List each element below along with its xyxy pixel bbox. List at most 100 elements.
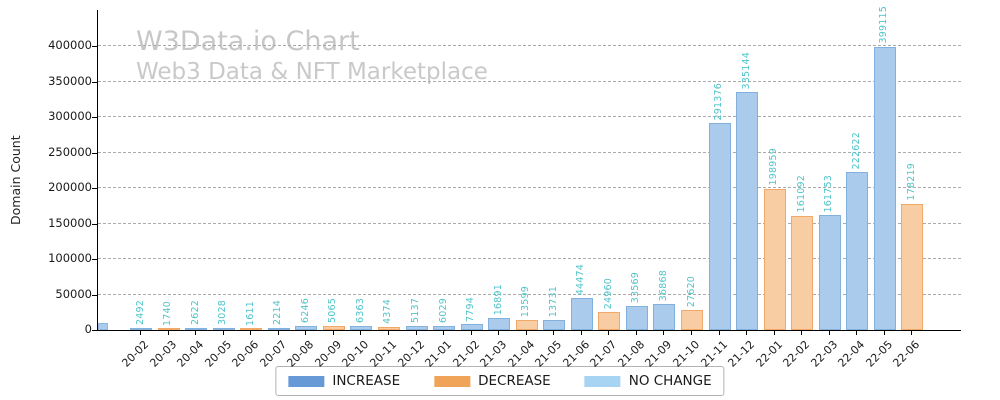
bar-value-label: 161092 bbox=[795, 175, 807, 213]
x-tick-mark bbox=[305, 330, 307, 335]
legend-item-no-change: NO CHANGE bbox=[584, 373, 712, 389]
y-tick-label: 0 bbox=[84, 322, 92, 336]
bar-value-label: 291376 bbox=[713, 82, 725, 121]
bar-value-label: 13599 bbox=[520, 286, 532, 318]
bar-22-06 bbox=[901, 203, 924, 330]
y-tick-label: 250000 bbox=[48, 144, 92, 159]
y-tick-label: 150000 bbox=[48, 215, 92, 230]
bar-value-label: 5065 bbox=[327, 298, 339, 324]
bar-value-label: 44474 bbox=[575, 264, 587, 296]
y-tick-mark bbox=[92, 152, 97, 154]
bar-22-02 bbox=[791, 215, 814, 330]
bar-value-label: 13731 bbox=[547, 286, 559, 318]
x-tick-mark bbox=[801, 330, 803, 335]
bar-21-11 bbox=[708, 123, 731, 330]
bar-21-07 bbox=[598, 312, 621, 330]
x-tick-mark bbox=[140, 330, 141, 335]
x-tick-mark bbox=[387, 330, 389, 335]
bar-value-label: 4374 bbox=[382, 298, 394, 324]
legend-label-increase: INCREASE bbox=[332, 373, 401, 389]
bar-20-05 bbox=[212, 327, 235, 330]
gridline bbox=[98, 45, 961, 47]
bar-21-06 bbox=[570, 298, 593, 330]
bar-21-12 bbox=[736, 92, 759, 330]
bar-value-label: 3028 bbox=[217, 299, 229, 325]
bar-value-label: 27620 bbox=[685, 276, 697, 308]
y-tick-mark bbox=[92, 81, 97, 83]
no-change-swatch-icon bbox=[584, 375, 621, 387]
legend-item-decrease: DECREASE bbox=[434, 373, 551, 389]
x-tick-mark bbox=[580, 330, 582, 335]
bar-20-03 bbox=[157, 328, 180, 330]
x-tick-mark bbox=[828, 330, 830, 335]
bar-20-10 bbox=[350, 325, 373, 330]
x-tick-mark bbox=[663, 330, 665, 335]
bar-20-08 bbox=[295, 325, 318, 330]
x-tick-mark bbox=[553, 330, 555, 335]
y-axis-label: Domain Count bbox=[8, 135, 23, 225]
bar-value-label: 335144 bbox=[740, 51, 752, 90]
x-tick-mark bbox=[250, 330, 252, 335]
bar-value-label: 399115 bbox=[878, 6, 890, 44]
bar-21-01 bbox=[433, 325, 456, 330]
x-tick-mark bbox=[360, 330, 362, 335]
bar-21-03 bbox=[488, 318, 511, 330]
left-edge-bar bbox=[98, 323, 108, 330]
bar-20-12 bbox=[405, 326, 428, 330]
bar-21-04 bbox=[515, 320, 538, 330]
x-tick-mark bbox=[332, 330, 334, 335]
bar-value-label: 2492 bbox=[134, 300, 146, 326]
bar-21-02 bbox=[460, 324, 483, 330]
bar-value-label: 6246 bbox=[299, 297, 311, 323]
bar-value-label: 6029 bbox=[437, 297, 449, 323]
x-tick-mark bbox=[195, 330, 197, 335]
x-tick-mark bbox=[718, 330, 720, 335]
y-tick-label: 300000 bbox=[48, 109, 92, 124]
legend-item-increase: INCREASE bbox=[288, 373, 400, 389]
x-tick-mark bbox=[883, 330, 885, 335]
x-tick-mark bbox=[277, 330, 279, 335]
x-tick-mark bbox=[443, 330, 445, 335]
gridline bbox=[98, 151, 961, 153]
bar-value-label: 16891 bbox=[492, 283, 504, 316]
bar-value-label: 161753 bbox=[823, 174, 835, 213]
bar-20-04 bbox=[185, 328, 208, 330]
y-tick-mark bbox=[92, 223, 97, 225]
legend-label-no-change: NO CHANGE bbox=[628, 373, 712, 389]
bar-20-11 bbox=[377, 326, 400, 330]
bar-value-label: 2622 bbox=[189, 300, 201, 326]
y-tick-mark bbox=[92, 330, 97, 331]
x-tick-mark bbox=[167, 330, 169, 335]
bar-21-09 bbox=[653, 303, 676, 330]
bar-value-label: 222622 bbox=[850, 131, 862, 170]
bar-20-09 bbox=[322, 326, 345, 330]
gridline bbox=[98, 293, 961, 295]
gridline bbox=[98, 258, 961, 260]
x-tick-mark bbox=[856, 330, 858, 335]
x-tick-mark bbox=[608, 330, 610, 335]
y-tick-label: 100000 bbox=[48, 251, 92, 266]
x-tick-mark bbox=[773, 330, 775, 335]
bar-value-label: 1740 bbox=[162, 300, 174, 326]
bar-20-06 bbox=[240, 328, 263, 330]
bar-20-02 bbox=[130, 328, 152, 330]
y-tick-label: 50000 bbox=[55, 286, 92, 301]
bar-value-label: 178219 bbox=[905, 163, 917, 201]
gridline bbox=[98, 80, 961, 82]
bar-value-label: 6363 bbox=[354, 297, 366, 323]
bar-value-label: 24960 bbox=[602, 278, 614, 310]
bar-value-label: 36868 bbox=[657, 269, 669, 301]
y-tick-mark bbox=[92, 188, 97, 190]
y-tick-label: 200000 bbox=[48, 180, 92, 195]
y-tick-label: 400000 bbox=[48, 38, 92, 53]
y-tick-mark bbox=[92, 294, 97, 296]
x-tick-mark bbox=[415, 330, 417, 335]
bar-value-label: 33569 bbox=[630, 271, 642, 304]
bar-value-label: 7794 bbox=[465, 296, 477, 322]
x-tick-mark bbox=[222, 330, 224, 335]
x-tick-mark bbox=[746, 330, 748, 335]
bar-value-label: 198959 bbox=[768, 148, 780, 186]
x-tick-mark bbox=[525, 330, 527, 335]
gridline bbox=[98, 222, 961, 224]
bar-20-07 bbox=[267, 328, 290, 330]
